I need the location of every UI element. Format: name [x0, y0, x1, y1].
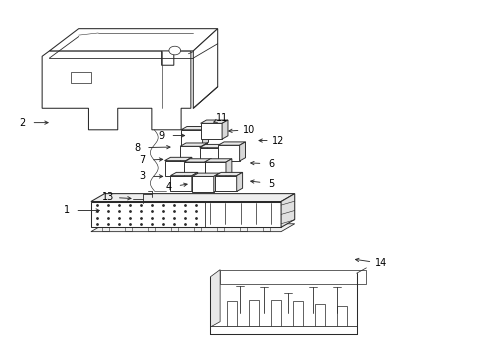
- Polygon shape: [49, 29, 217, 51]
- Polygon shape: [164, 161, 185, 176]
- Polygon shape: [221, 144, 226, 163]
- Polygon shape: [336, 306, 346, 326]
- Text: 7: 7: [139, 155, 145, 165]
- Polygon shape: [192, 173, 219, 176]
- Polygon shape: [220, 270, 366, 284]
- Polygon shape: [91, 194, 294, 202]
- Polygon shape: [281, 194, 294, 227]
- Text: 3: 3: [139, 171, 145, 181]
- Polygon shape: [42, 51, 190, 130]
- Text: 8: 8: [134, 143, 140, 153]
- Text: 10: 10: [243, 125, 255, 135]
- Polygon shape: [213, 173, 219, 192]
- Polygon shape: [205, 159, 211, 178]
- Polygon shape: [225, 159, 231, 178]
- Polygon shape: [91, 224, 294, 231]
- Polygon shape: [199, 144, 226, 148]
- Polygon shape: [271, 300, 281, 326]
- Polygon shape: [210, 326, 356, 334]
- Polygon shape: [218, 142, 245, 145]
- Polygon shape: [91, 202, 281, 227]
- Polygon shape: [199, 148, 221, 163]
- Text: 4: 4: [165, 182, 172, 192]
- Text: 2: 2: [20, 118, 26, 128]
- Polygon shape: [239, 142, 245, 161]
- Text: 9: 9: [158, 131, 164, 140]
- Text: 12: 12: [272, 136, 284, 145]
- Polygon shape: [181, 130, 202, 145]
- Polygon shape: [170, 176, 191, 192]
- Polygon shape: [164, 157, 191, 161]
- Polygon shape: [200, 123, 222, 139]
- Polygon shape: [249, 300, 259, 326]
- Polygon shape: [210, 270, 220, 327]
- Polygon shape: [227, 301, 237, 326]
- Polygon shape: [170, 172, 197, 176]
- Polygon shape: [293, 301, 303, 326]
- Polygon shape: [200, 120, 227, 123]
- Polygon shape: [192, 176, 213, 192]
- Polygon shape: [193, 29, 217, 108]
- Polygon shape: [202, 126, 208, 145]
- Text: 11: 11: [216, 113, 228, 123]
- Polygon shape: [236, 172, 242, 192]
- Text: 14: 14: [374, 258, 386, 268]
- Polygon shape: [201, 143, 207, 162]
- Polygon shape: [180, 143, 207, 146]
- Polygon shape: [191, 172, 197, 192]
- Polygon shape: [204, 162, 225, 178]
- Text: 6: 6: [268, 159, 274, 169]
- Text: 5: 5: [267, 179, 274, 189]
- Polygon shape: [185, 157, 191, 176]
- Polygon shape: [183, 162, 205, 178]
- Polygon shape: [181, 126, 208, 130]
- Polygon shape: [222, 120, 227, 139]
- Polygon shape: [180, 146, 201, 162]
- Polygon shape: [204, 159, 231, 162]
- Text: 1: 1: [63, 206, 69, 216]
- Text: 13: 13: [102, 192, 114, 202]
- Circle shape: [168, 46, 180, 55]
- Polygon shape: [215, 176, 236, 192]
- Polygon shape: [315, 304, 325, 326]
- Polygon shape: [215, 172, 242, 176]
- Polygon shape: [183, 159, 211, 162]
- Polygon shape: [218, 145, 239, 161]
